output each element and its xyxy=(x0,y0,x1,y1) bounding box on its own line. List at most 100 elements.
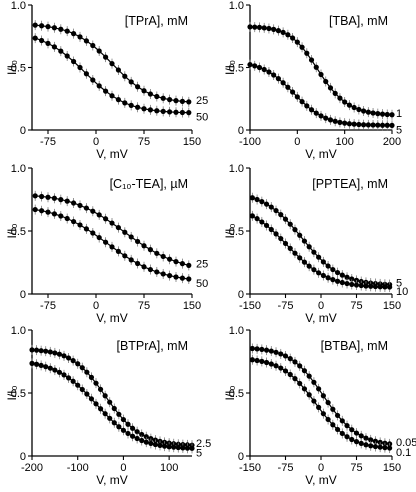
data-point xyxy=(273,363,279,369)
data-point xyxy=(261,25,267,31)
x-axis-label: V, mV xyxy=(305,473,337,487)
data-point xyxy=(171,444,177,450)
data-point xyxy=(271,72,277,78)
data-point xyxy=(179,261,185,267)
x-tick-label: -150 xyxy=(239,462,261,474)
data-point xyxy=(154,269,160,275)
data-point xyxy=(88,396,95,402)
data-point xyxy=(339,418,345,424)
data-point xyxy=(268,226,274,233)
data-point xyxy=(339,279,345,286)
data-point xyxy=(266,69,272,75)
x-tick-label: -100 xyxy=(239,136,261,148)
data-point xyxy=(96,48,102,54)
data-point xyxy=(327,117,334,123)
data-point xyxy=(83,71,89,77)
data-point xyxy=(96,83,102,89)
data-point xyxy=(311,379,317,385)
data-point xyxy=(346,102,352,108)
data-point xyxy=(318,113,324,119)
data-point xyxy=(135,84,141,90)
data-point xyxy=(389,122,395,128)
data-point xyxy=(316,404,322,410)
data-point xyxy=(311,398,317,404)
x-tick-label: 0 xyxy=(318,462,324,474)
data-point xyxy=(65,355,72,361)
data-point xyxy=(58,26,64,32)
data-point xyxy=(39,193,45,200)
panel-title: [TBA], mM xyxy=(329,14,388,28)
data-point xyxy=(135,104,141,110)
data-point xyxy=(249,345,255,352)
data-point xyxy=(189,445,195,451)
data-point xyxy=(282,353,289,359)
data-point xyxy=(320,393,326,399)
data-point xyxy=(320,411,326,417)
data-point xyxy=(254,357,260,364)
x-tick-label: 200 xyxy=(383,136,401,148)
data-point xyxy=(167,273,173,279)
data-point xyxy=(280,80,286,86)
data-point xyxy=(51,44,58,50)
x-tick-label: 0 xyxy=(93,300,99,312)
data-point xyxy=(377,284,383,290)
data-point xyxy=(308,107,315,113)
data-point xyxy=(90,208,96,214)
data-point xyxy=(353,430,360,436)
data-point xyxy=(180,445,186,451)
data-point xyxy=(186,276,192,282)
data-point xyxy=(353,282,360,288)
data-point xyxy=(184,445,191,451)
data-point xyxy=(84,391,90,397)
data-point xyxy=(325,275,331,281)
data-point xyxy=(263,347,270,353)
y-tick-label: 0 xyxy=(238,289,244,301)
data-point xyxy=(358,282,364,289)
data-point xyxy=(125,421,131,427)
data-point xyxy=(139,431,145,438)
fit-curve xyxy=(34,37,189,114)
series-label: 5 xyxy=(396,278,402,290)
data-point xyxy=(134,429,140,435)
data-point xyxy=(93,401,99,407)
x-axis-label: V, mV xyxy=(96,147,128,161)
data-point xyxy=(372,443,379,450)
data-point xyxy=(179,98,185,104)
data-point xyxy=(263,359,270,366)
series-label: 5 xyxy=(196,447,202,459)
data-point xyxy=(287,221,293,227)
y-axis-label: I/I₀ xyxy=(223,385,237,400)
data-point xyxy=(339,430,345,437)
data-point xyxy=(342,120,348,126)
x-tick-label: -75 xyxy=(278,462,294,474)
data-point xyxy=(384,122,390,128)
fit-curve xyxy=(252,359,390,449)
panel-pptea: 0 0.5 1.0 -150 -75 0 75 150 V, mV I/I₀ [PPTEA], mM… xyxy=(223,163,408,325)
data-point xyxy=(173,274,179,280)
data-point xyxy=(304,103,310,109)
data-point xyxy=(166,444,172,450)
data-point xyxy=(122,229,128,235)
data-point xyxy=(292,359,298,365)
x-tick-label: 75 xyxy=(350,462,362,474)
data-point xyxy=(83,226,89,232)
data-point xyxy=(186,99,192,105)
data-point xyxy=(292,227,298,233)
data-point xyxy=(122,253,128,259)
y-tick-label: 1.0 xyxy=(11,325,26,337)
data-point xyxy=(349,427,355,433)
data-point xyxy=(330,422,336,428)
data-point xyxy=(161,443,168,449)
data-point xyxy=(96,234,102,241)
data-point xyxy=(71,200,77,206)
data-point xyxy=(273,231,279,237)
data-point xyxy=(308,57,315,63)
data-point xyxy=(297,255,303,261)
series-label: 5 xyxy=(396,124,402,136)
data-point xyxy=(337,119,343,125)
data-point xyxy=(115,224,121,231)
y-tick-label: 0.5 xyxy=(229,63,244,75)
data-point xyxy=(103,239,109,245)
data-point xyxy=(344,434,350,440)
